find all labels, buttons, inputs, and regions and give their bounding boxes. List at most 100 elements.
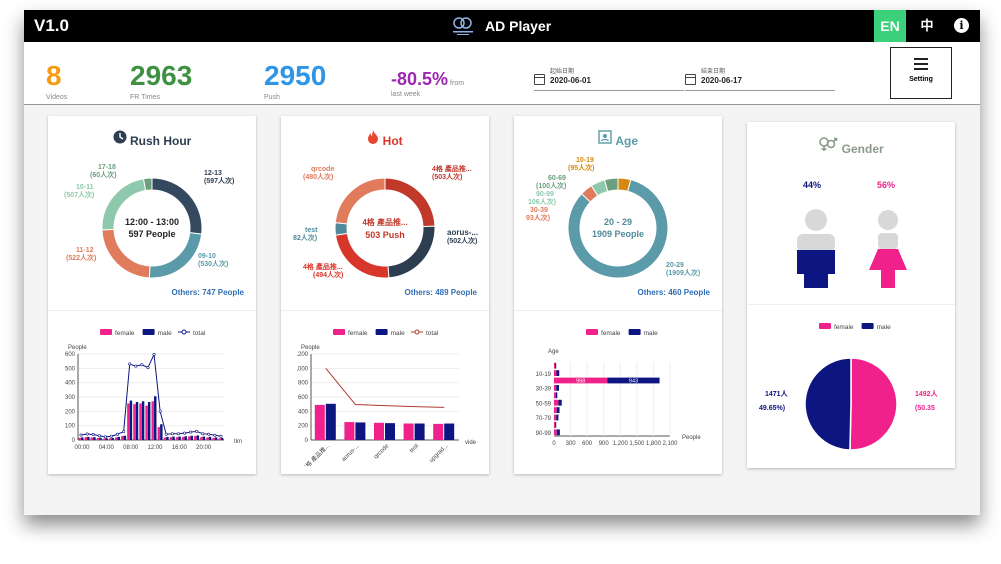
total-point	[85, 432, 89, 436]
push-count: 2950	[264, 60, 327, 91]
legend-swatch	[333, 329, 345, 335]
y-tick-label: 500	[65, 366, 76, 372]
fr-times-count: 2963	[130, 60, 193, 91]
female-bar	[554, 399, 559, 406]
female-bar	[151, 401, 154, 440]
female-bar	[218, 438, 221, 440]
rush-label-4b: (507人次)	[64, 190, 94, 199]
total-point	[189, 430, 193, 434]
total-point	[170, 432, 174, 436]
male-bar	[160, 424, 163, 440]
male-bar	[385, 423, 395, 440]
female-slice	[849, 357, 898, 451]
legend-marker	[414, 329, 420, 335]
age-label-4a: 30-39	[530, 207, 548, 214]
hot-donut: 4格 產品推... 503 Push 4格 產品推... (503人次) aor…	[293, 164, 478, 279]
age-title-text: Age	[615, 133, 638, 148]
male-slice	[804, 357, 852, 451]
x-axis-title: vide	[465, 440, 477, 446]
male-bar	[558, 399, 562, 406]
setting-button[interactable]: Setting	[890, 47, 952, 99]
card-divider	[281, 310, 489, 311]
app-title: AD Player	[485, 18, 552, 34]
setting-label: Setting	[909, 76, 933, 83]
legend-swatch	[142, 329, 155, 335]
x-tick-label: 16:00	[172, 445, 188, 451]
x-tick-label: 20:00	[196, 445, 212, 451]
female-bar	[157, 427, 161, 440]
calendar-icon	[685, 74, 696, 85]
x-tick-label: 04:00	[99, 445, 115, 451]
female-bar	[374, 422, 384, 440]
total-point	[182, 431, 186, 435]
donut-segment	[334, 232, 390, 279]
total-point	[109, 434, 113, 438]
legend-label: total	[426, 330, 439, 337]
female-bar	[194, 435, 197, 440]
y-tick-label: 10-19	[536, 372, 552, 378]
rush-label-4a: 10-11	[76, 184, 94, 191]
change-from: from	[450, 80, 465, 87]
clock-icon	[113, 130, 127, 144]
male-bar	[556, 429, 560, 436]
female-bar	[554, 362, 556, 369]
hot-label-3b: (494人次)	[313, 270, 343, 279]
age-label-3b: 106人次)	[528, 197, 556, 206]
y-tick-label: 70-79	[536, 416, 552, 422]
fr-times-label: FR Times	[130, 94, 160, 101]
age-label-4b: 93人次)	[526, 213, 550, 222]
x-tick-label: upgrad...	[429, 443, 450, 464]
y-axis-title: People	[68, 345, 87, 351]
rush-label-1b: (597人次)	[204, 176, 234, 185]
y-tick-label: 0	[72, 438, 76, 444]
y-tick-label: 600	[298, 395, 309, 401]
rush-hour-title: Rush Hour	[48, 130, 256, 148]
pie-group	[804, 357, 898, 451]
male-bar	[184, 436, 187, 440]
female-bar	[554, 414, 557, 421]
total-point	[103, 435, 107, 439]
end-date-field[interactable]: 結束日期 2020-06-17	[685, 64, 835, 91]
male-bar	[172, 436, 175, 440]
legend-marker	[181, 329, 187, 335]
hot-label-1b: (503人次)	[432, 172, 462, 181]
info-icon[interactable]: i	[954, 18, 969, 33]
age-label-5a: 20-29	[666, 262, 684, 269]
hot-label-4b: 82人次)	[293, 233, 317, 242]
male-bar	[166, 436, 169, 440]
female-bar	[433, 423, 444, 440]
weekly-change: -80.5% from last week	[391, 69, 464, 98]
age-card: Age 20 - 29 1909 People 10-19 (95人次) 60-…	[514, 116, 722, 474]
start-date-value: 2020-06-01	[550, 76, 591, 85]
lang-zh-button[interactable]: 中	[920, 18, 934, 33]
brand: AD Player	[449, 14, 551, 38]
legend-swatch	[375, 329, 388, 335]
male-bar	[325, 403, 336, 440]
male-bar	[190, 435, 193, 440]
hot-center-line1: 4格 產品推...	[362, 217, 407, 227]
male-bar	[129, 400, 133, 440]
y-tick-label: 800	[298, 381, 309, 387]
age-others: Others: 460 People	[637, 288, 710, 297]
x-tick-label: 0	[552, 441, 556, 447]
rush-label-2b: (530人次)	[198, 259, 228, 268]
male-percent: 44%	[803, 180, 822, 190]
calendar-icon	[534, 74, 545, 85]
legend-label: female	[834, 324, 854, 331]
lang-en-button[interactable]: EN	[874, 10, 906, 42]
start-date-label: 起始日期	[550, 69, 575, 75]
legend-swatch	[819, 323, 831, 329]
hot-label-5b: (480人次)	[303, 172, 333, 181]
card-divider	[747, 304, 955, 305]
male-bar	[556, 407, 560, 413]
male-bar	[202, 436, 206, 440]
videos-count: 8	[46, 60, 62, 91]
male-bar	[555, 362, 557, 369]
female-bar	[403, 423, 414, 440]
total-line	[80, 352, 222, 438]
push-label: Push	[264, 94, 280, 101]
female-bar	[554, 385, 557, 391]
total-point	[116, 432, 120, 436]
donut-segment	[567, 179, 669, 279]
start-date-field[interactable]: 起始日期 2020-06-01	[534, 64, 684, 91]
